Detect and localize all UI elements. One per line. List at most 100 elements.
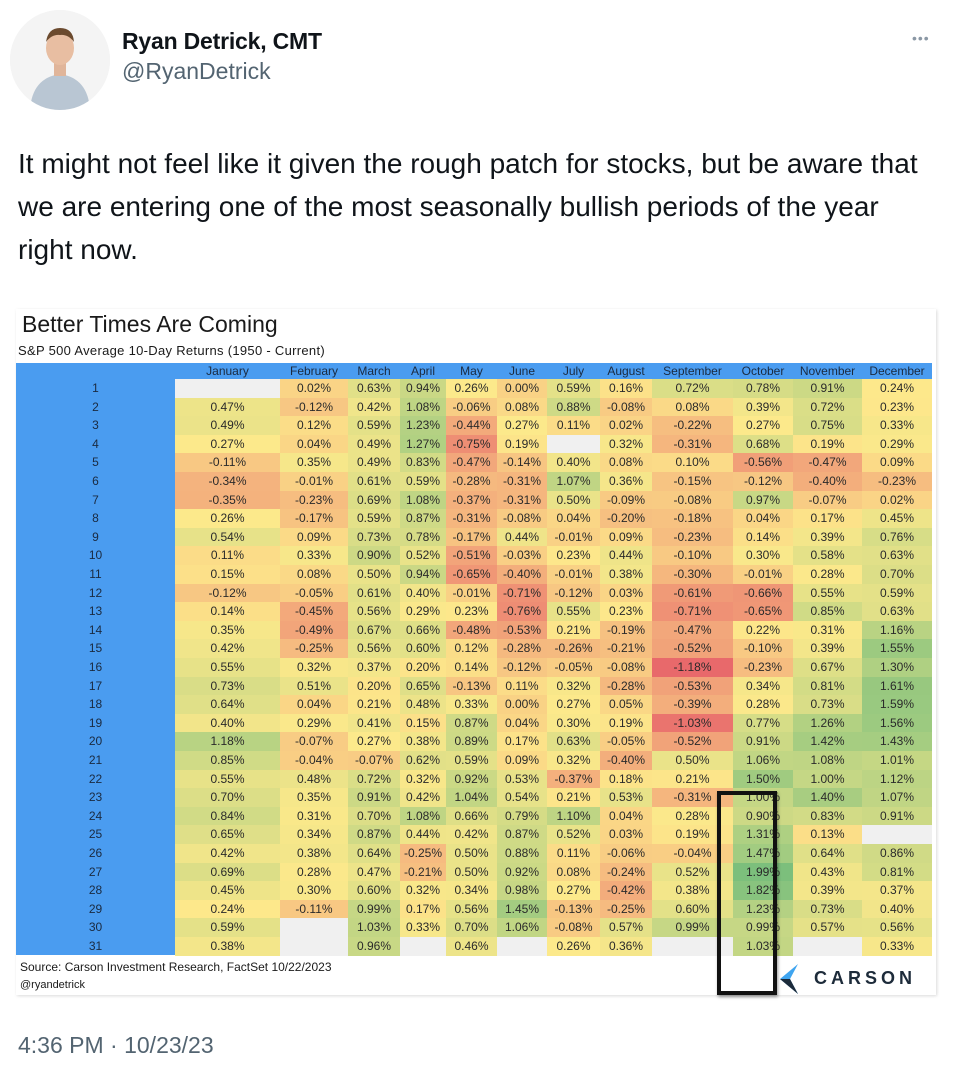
heatmap-cell: -0.34% xyxy=(175,472,280,491)
heatmap-cell: 0.24% xyxy=(862,379,932,398)
heatmap-cell: 0.64% xyxy=(348,844,400,863)
heatmap-cell: -0.09% xyxy=(600,490,652,510)
heatmap-cell: 0.31% xyxy=(793,620,862,640)
heatmap-cell: 0.37% xyxy=(862,881,932,900)
row-label: 14 xyxy=(88,622,103,637)
heatmap-cell: 0.27% xyxy=(348,732,400,751)
heatmap-cell: 0.38% xyxy=(280,844,348,863)
heatmap-cell: 0.70% xyxy=(175,788,280,807)
heatmap-cell: -0.15% xyxy=(652,472,733,491)
heatmap-cell: 0.40% xyxy=(862,899,932,919)
author-avatar[interactable] xyxy=(10,10,110,110)
heatmap-cell: -0.08% xyxy=(600,658,652,677)
heatmap-cell: 0.76% xyxy=(862,527,932,547)
heatmap-cell: 0.75% xyxy=(793,416,862,435)
heatmap-cell: 0.64% xyxy=(175,695,280,714)
heatmap-cell: 0.23% xyxy=(547,546,600,565)
heatmap-cell: 0.72% xyxy=(652,379,733,398)
heatmap-cell: 0.68% xyxy=(733,434,793,454)
heatmap-cell: 0.70% xyxy=(446,918,497,937)
heatmap-cell: 0.30% xyxy=(547,713,600,733)
row-label: 10 xyxy=(88,548,103,563)
heatmap-cell: 0.65% xyxy=(175,825,280,844)
heatmap-cell: -1.03% xyxy=(652,713,733,733)
heatmap-cell: 0.56% xyxy=(862,918,932,937)
heatmap-cell: 0.84% xyxy=(175,806,280,826)
heatmap-cell: 0.70% xyxy=(862,565,932,584)
heatmap-cell: 0.31% xyxy=(280,806,348,826)
heatmap-cell: 0.90% xyxy=(733,806,793,826)
heatmap-cell: -0.08% xyxy=(547,918,600,937)
heatmap-cell: -0.12% xyxy=(497,658,547,677)
tweet-image-chart[interactable]: Better Times Are Coming S&P 500 Average … xyxy=(16,309,936,995)
heatmap-cell: 0.17% xyxy=(400,899,446,919)
heatmap-cell: -0.07% xyxy=(280,732,348,751)
heatmap-cell: 0.55% xyxy=(547,602,600,621)
heatmap-cell: 0.45% xyxy=(175,881,280,900)
column-header: September xyxy=(663,364,722,378)
heatmap-cell: 0.19% xyxy=(497,434,547,454)
heatmap-cell: 0.59% xyxy=(446,751,497,770)
row-label: 23 xyxy=(88,790,103,805)
heatmap-cell: 0.18% xyxy=(600,769,652,789)
heatmap-cell: 0.96% xyxy=(348,937,400,956)
heatmap-cell: -0.30% xyxy=(652,565,733,584)
heatmap-cell: 0.19% xyxy=(600,713,652,733)
heatmap-cell: -0.14% xyxy=(497,453,547,472)
heatmap-cell: 0.14% xyxy=(733,527,793,547)
tweet-timestamp[interactable]: 4:36 PM · 10/23/23 xyxy=(18,1032,214,1058)
heatmap-cell: 0.70% xyxy=(348,806,400,826)
heatmap-cell: 0.47% xyxy=(175,397,280,417)
heatmap-cell: 0.61% xyxy=(348,472,400,491)
heatmap-cell: 0.42% xyxy=(175,639,280,658)
column-header: March xyxy=(357,364,391,378)
heatmap-cell: 0.02% xyxy=(862,490,932,510)
heatmap-cell: -0.47% xyxy=(652,620,733,640)
heatmap-cell: 0.73% xyxy=(348,527,400,547)
heatmap-cell: 0.56% xyxy=(446,899,497,919)
row-label: 18 xyxy=(88,697,103,712)
heatmap-cell: 0.41% xyxy=(348,713,400,733)
heatmap-cell: 1.99% xyxy=(733,862,793,882)
heatmap-cell: 0.08% xyxy=(652,397,733,417)
heatmap-cell: 0.59% xyxy=(348,509,400,528)
heatmap-cell: -0.45% xyxy=(280,602,348,621)
heatmap-cell: 0.59% xyxy=(348,416,400,435)
heatmap-cell: -0.52% xyxy=(652,639,733,658)
heatmap-cell: 0.83% xyxy=(793,806,862,826)
heatmap-cell xyxy=(652,937,733,956)
heatmap-cell: 1.55% xyxy=(862,639,932,658)
heatmap-cell: -0.71% xyxy=(652,602,733,621)
column-header: July xyxy=(562,364,585,378)
heatmap-cell: 0.88% xyxy=(547,397,600,417)
header-row xyxy=(16,363,932,379)
row-label: 26 xyxy=(88,846,103,860)
heatmap-cell: -0.75% xyxy=(446,434,497,454)
heatmap-cell: 0.14% xyxy=(175,602,280,621)
heatmap-cell: 0.72% xyxy=(348,769,400,789)
heatmap-cell: 0.23% xyxy=(862,397,932,417)
heatmap-cell: -1.18% xyxy=(652,658,733,677)
row-label: 30 xyxy=(88,920,103,935)
heatmap-cell: 0.10% xyxy=(652,453,733,472)
author-name[interactable]: Ryan Detrick, CMT xyxy=(122,28,322,54)
heatmap-cell: 0.11% xyxy=(547,844,600,863)
row-label: 6 xyxy=(92,474,99,488)
heatmap-cell: 0.23% xyxy=(446,602,497,621)
heatmap-cell: 0.55% xyxy=(175,769,280,789)
heatmap-cell: 0.33% xyxy=(400,918,446,937)
heatmap-cell: 0.22% xyxy=(733,620,793,640)
heatmap-cell: -0.37% xyxy=(446,490,497,510)
row-label: 8 xyxy=(92,511,99,526)
more-options-icon[interactable]: ••• xyxy=(912,30,930,46)
row-label-column xyxy=(16,379,175,955)
heatmap-cell: -0.25% xyxy=(400,844,446,863)
heatmap-cell: -0.56% xyxy=(733,453,793,472)
heatmap-cell: 0.97% xyxy=(733,490,793,510)
heatmap-cell: 0.32% xyxy=(280,658,348,677)
heatmap-cell: -0.01% xyxy=(733,565,793,584)
column-header: January xyxy=(206,364,249,378)
author-handle[interactable]: @RyanDetrick xyxy=(122,58,271,84)
heatmap-cell: 0.21% xyxy=(652,769,733,789)
heatmap-cell: 0.59% xyxy=(175,918,280,937)
